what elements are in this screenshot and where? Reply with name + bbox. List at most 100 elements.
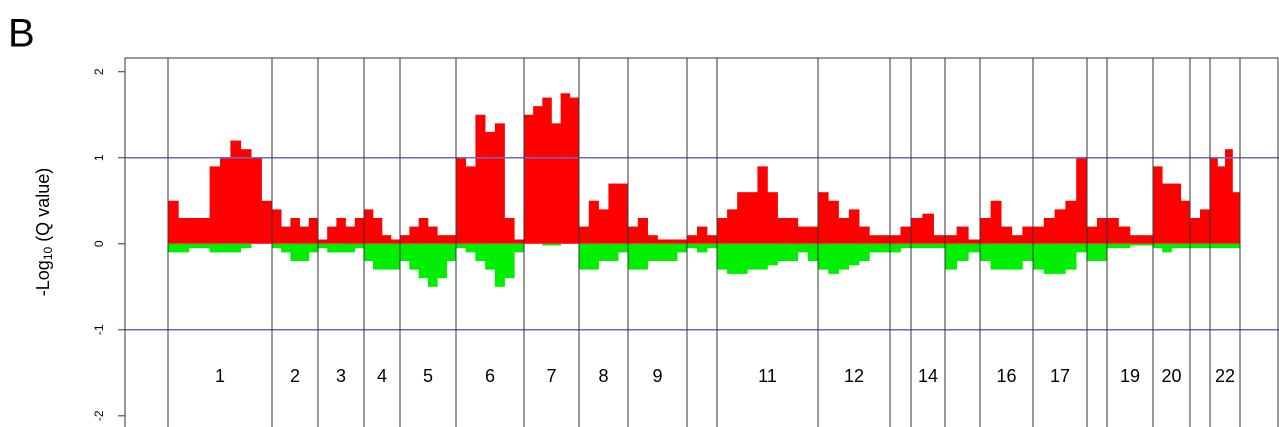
deletion-bar xyxy=(727,243,738,274)
chromosome-label: 17 xyxy=(1050,366,1070,386)
deletion-bar xyxy=(1210,243,1218,249)
amplification-bar xyxy=(838,217,850,244)
chromosome-label: 3 xyxy=(336,366,346,386)
amplification-bar xyxy=(1097,217,1108,244)
deletion-bar xyxy=(240,243,252,249)
amplification-bar xyxy=(900,226,912,244)
amplification-bar xyxy=(400,235,410,244)
y-tick-label: -1 xyxy=(92,324,106,335)
amplification-bar xyxy=(598,209,609,244)
amplification-bar xyxy=(828,200,839,244)
deletion-bar xyxy=(608,243,619,261)
amplification-bar xyxy=(628,226,639,244)
plot-frame xyxy=(124,57,1279,427)
amplification-bar xyxy=(230,140,242,244)
deletion-bar xyxy=(818,243,829,270)
amplification-bar xyxy=(707,235,718,244)
amplification-bar xyxy=(551,123,561,244)
amplification-bar xyxy=(1107,217,1119,244)
deletion-bar xyxy=(327,243,337,253)
chromosome-label: 12 xyxy=(844,366,864,386)
amplification-bar xyxy=(1022,226,1034,244)
deletion-bar xyxy=(990,243,1002,270)
deletion-bar xyxy=(1054,243,1066,274)
deletion-bar xyxy=(551,243,561,246)
amplification-bar xyxy=(220,157,231,244)
amplification-bar xyxy=(767,192,778,244)
deletion-bar xyxy=(1232,243,1241,249)
amplification-bar xyxy=(382,235,392,244)
deletion-bar xyxy=(542,243,552,246)
amplification-bar xyxy=(1153,166,1163,244)
amplification-bar xyxy=(428,226,438,244)
y-label-subscript: 10 xyxy=(41,247,55,261)
deletion-bar xyxy=(465,243,476,253)
amplification-bar xyxy=(560,93,571,244)
y-tick-label: 0 xyxy=(92,240,106,247)
deletion-bar xyxy=(1171,243,1182,249)
deletion-bar xyxy=(956,243,969,261)
deletion-bar xyxy=(230,243,242,253)
deletion-bar xyxy=(838,243,850,270)
chromosome-label: 9 xyxy=(652,366,662,386)
amplification-bar xyxy=(364,209,374,244)
amplification-bar xyxy=(869,235,881,244)
amplification-bar xyxy=(990,200,1002,244)
deletion-bar xyxy=(697,243,708,253)
chromosome-label: 8 xyxy=(598,366,608,386)
amplification-bar xyxy=(956,226,969,244)
deletion-bar xyxy=(1022,243,1034,261)
deletion-bar xyxy=(428,243,438,287)
deletion-bar xyxy=(657,243,668,261)
chromosome-label: 11 xyxy=(758,366,777,386)
amplification-bar xyxy=(504,217,515,244)
amplification-bar xyxy=(1190,217,1201,244)
amplification-bar xyxy=(588,200,599,244)
deletion-bar xyxy=(677,243,688,253)
amplification-bar xyxy=(687,235,698,244)
deletion-bar xyxy=(968,243,981,253)
amplification-bar xyxy=(737,192,748,244)
deletion-bar xyxy=(382,243,392,270)
amplification-bar xyxy=(647,235,658,244)
deletion-bar xyxy=(1130,243,1142,246)
amplification-bar xyxy=(345,226,356,244)
amplification-bar xyxy=(697,226,708,244)
deletion-bar xyxy=(308,243,319,253)
y-tick-label: 1 xyxy=(92,154,106,161)
deletion-bar xyxy=(345,243,356,253)
amplification-bar xyxy=(409,226,419,244)
amplification-bar xyxy=(727,209,738,244)
deletion-bar xyxy=(1076,243,1088,253)
deletion-bar xyxy=(318,243,328,249)
amplification-bar xyxy=(281,226,291,244)
amplification-bar xyxy=(318,239,328,244)
deletion-bar xyxy=(446,243,457,261)
chromosome-label: 16 xyxy=(996,366,1016,386)
amplification-bar xyxy=(1200,209,1211,244)
deletion-bar xyxy=(1107,243,1119,249)
amplification-bar xyxy=(373,217,383,244)
amplification-bar xyxy=(542,97,552,244)
amplification-bar xyxy=(456,157,467,244)
amplification-bar xyxy=(933,235,946,244)
deletion-bar xyxy=(281,243,291,253)
deletion-bar xyxy=(299,243,310,261)
amplification-bar xyxy=(418,217,429,244)
amplification-bar xyxy=(787,217,799,244)
deletion-bar xyxy=(1087,243,1098,261)
y-tick-label: 2 xyxy=(92,68,106,75)
amplification-bar xyxy=(290,217,300,244)
amplification-bar xyxy=(533,106,543,244)
deletion-bar xyxy=(1217,243,1226,249)
deletion-bar xyxy=(797,243,809,253)
deletion-bar xyxy=(717,243,728,270)
deletion-bar xyxy=(391,243,401,270)
amplification-bar xyxy=(618,183,629,244)
deletion-bar xyxy=(637,243,648,270)
amplification-bar xyxy=(879,235,891,244)
y-axis-label: -Log10 (Q value) xyxy=(33,168,55,296)
deletion-bar xyxy=(272,243,282,249)
amplification-bar xyxy=(922,213,934,244)
